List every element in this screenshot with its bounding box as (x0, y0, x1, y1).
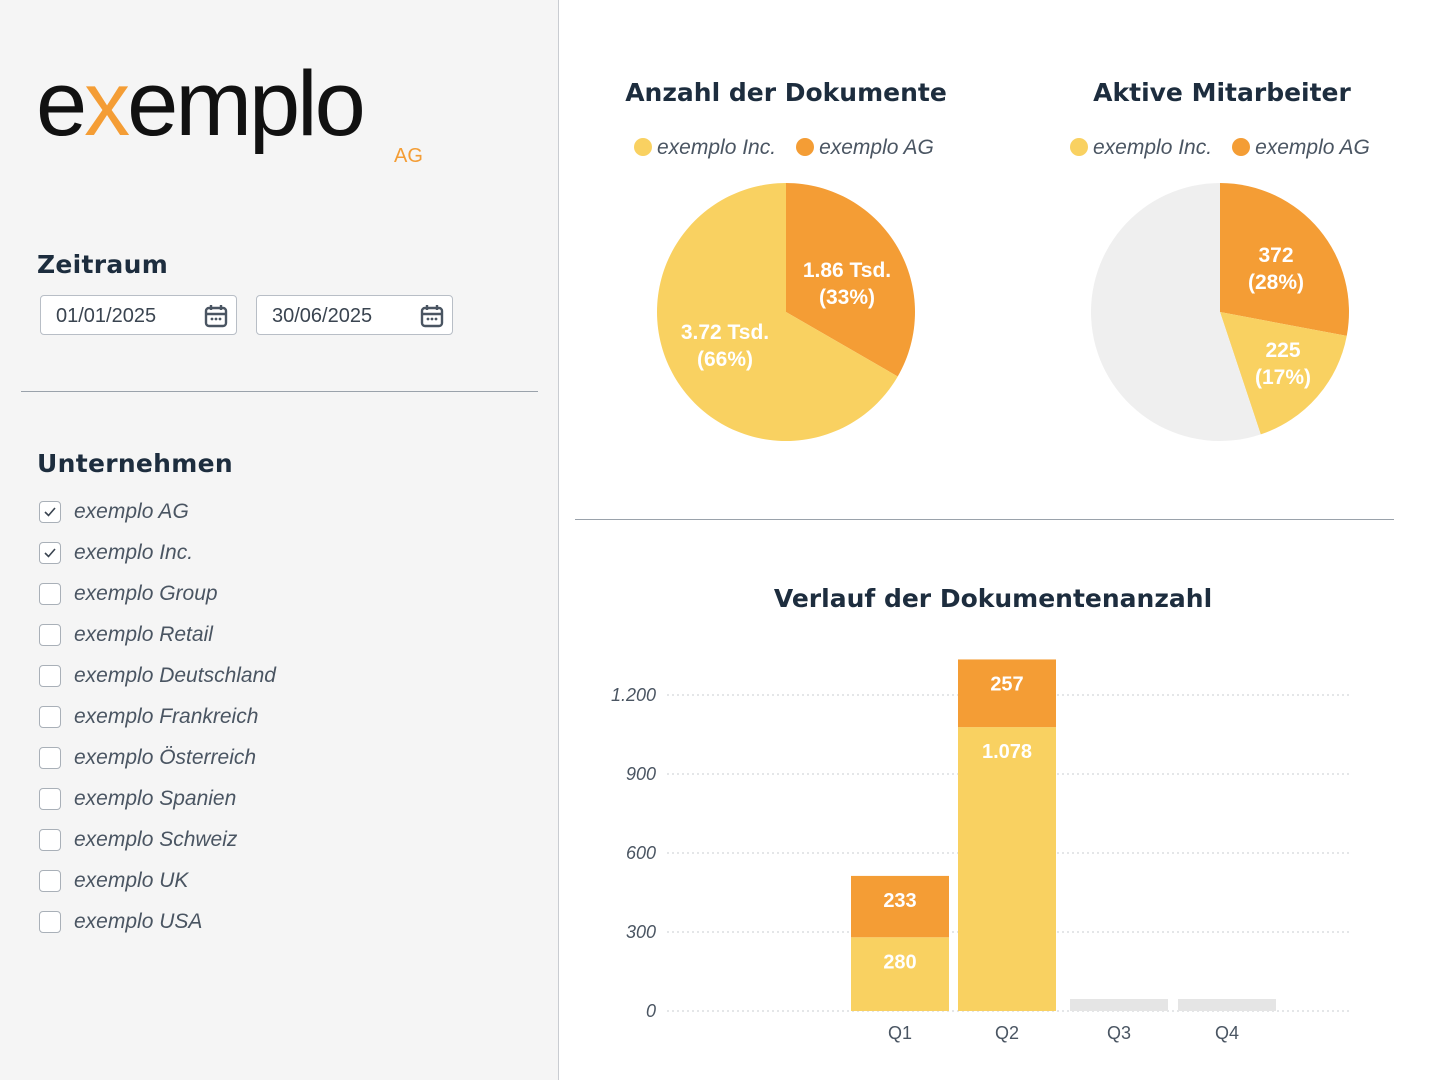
x-tick-label: Q4 (1215, 1023, 1239, 1043)
checkmark-icon (44, 507, 56, 517)
calendar-icon[interactable] (204, 304, 228, 328)
checkmark-icon (44, 548, 56, 558)
company-checkbox[interactable]: exemplo USA (39, 910, 202, 934)
pie-slice[interactable] (786, 183, 915, 377)
pie-slice[interactable] (1220, 312, 1347, 435)
bar-title: Verlauf der Dokumentenanzahl (773, 584, 1213, 613)
divider (21, 391, 538, 392)
company-checkbox[interactable]: exemplo Frankreich (39, 705, 258, 729)
pie-data-label: 1.86 Tsd. (803, 259, 891, 282)
company-label: exemplo USA (74, 910, 203, 933)
divider (575, 519, 1394, 520)
company-checkbox[interactable]: exemplo Inc. (39, 541, 193, 565)
exemplo-logo: exemplo AG (36, 52, 436, 177)
checkbox[interactable] (39, 829, 61, 851)
company-checkbox[interactable]: exemplo Retail (39, 623, 213, 647)
date-to-input[interactable]: 30/06/2025 (256, 295, 453, 335)
sidebar: exemplo AG Zeitraum 01/01/2025 30/06/202… (0, 0, 559, 1080)
pie2-legend: exemplo Inc. exemplo AG (1070, 136, 1370, 160)
company-checkbox[interactable]: exemplo AG (39, 500, 189, 524)
y-tick-label: 600 (626, 843, 656, 863)
company-label: exemplo Österreich (74, 746, 257, 769)
bar-empty (1070, 999, 1168, 1011)
company-checkbox[interactable]: exemplo Group (39, 582, 218, 606)
checkbox[interactable] (39, 665, 61, 687)
period-heading: Zeitraum (37, 250, 169, 279)
y-tick-label: 900 (626, 764, 656, 784)
company-checkbox[interactable]: exemplo Spanien (39, 787, 236, 811)
checkbox[interactable] (39, 788, 61, 810)
checkbox[interactable] (39, 911, 61, 933)
pie-data-label: 225 (1265, 339, 1300, 362)
bar-data-label: 257 (990, 673, 1023, 695)
company-label: exemplo Frankreich (74, 705, 259, 728)
checkbox[interactable] (39, 501, 61, 523)
company-label: exemplo Spanien (74, 787, 237, 810)
company-label: exemplo Deutschland (74, 664, 276, 687)
bar-segment[interactable] (958, 727, 1056, 1011)
company-label: exemplo Retail (74, 623, 213, 646)
pie-data-pct: (28%) (1248, 271, 1304, 294)
y-tick-label: 0 (646, 1001, 656, 1021)
bar-data-label: 1.078 (982, 741, 1032, 763)
bar-data-label: 233 (883, 890, 916, 912)
date-from-value: 01/01/2025 (56, 305, 157, 327)
company-label: exemplo Inc. (74, 541, 194, 564)
pie-slice[interactable] (1091, 182, 1261, 441)
bar-segment[interactable] (958, 659, 1056, 728)
pie-data-pct: (33%) (819, 286, 875, 309)
pie-data-label: 3.72 Tsd. (681, 321, 769, 344)
checkbox[interactable] (39, 706, 61, 728)
checkbox[interactable] (39, 747, 61, 769)
company-checkbox[interactable]: exemplo Schweiz (39, 828, 237, 852)
date-to-value: 30/06/2025 (272, 305, 373, 327)
y-tick-label: 300 (626, 922, 656, 942)
y-tick-label: 1.200 (611, 685, 656, 705)
checkbox[interactable] (39, 870, 61, 892)
checkbox[interactable] (39, 542, 61, 564)
company-label: exemplo Schweiz (74, 828, 238, 851)
svg-text:exemplo: exemplo (36, 53, 363, 155)
company-label: exemplo Group (74, 582, 218, 605)
svg-text:AG: AG (394, 145, 423, 167)
pie-data-pct: (66%) (697, 348, 753, 371)
companies-heading: Unternehmen (37, 449, 233, 478)
x-tick-label: Q3 (1107, 1023, 1131, 1043)
bar-empty (1178, 999, 1276, 1011)
company-label: exemplo UK (74, 869, 189, 892)
legend-item-ag[interactable]: exemplo AG (796, 136, 934, 160)
legend-item-ag[interactable]: exemplo AG (1232, 136, 1370, 160)
bar-data-label: 280 (883, 951, 916, 973)
legend-item-inc[interactable]: exemplo Inc. (1070, 136, 1212, 160)
pie-slice[interactable] (656, 183, 898, 441)
pie1-title: Anzahl der Dokumente (625, 78, 947, 107)
pie-charts: 1.86 Tsd. (33%) 3.72 Tsd. (66%) 372 (28%) 225 (… (656, 182, 1349, 441)
bar-segment[interactable] (851, 937, 949, 1011)
calendar-icon[interactable] (420, 304, 444, 328)
pie-data-label: 372 (1258, 244, 1293, 267)
pie1-legend: exemplo Inc. exemplo AG (634, 136, 934, 160)
checkbox[interactable] (39, 624, 61, 646)
pie2-title: Aktive Mitarbeiter (1093, 78, 1351, 107)
pie-data-pct: (17%) (1255, 366, 1311, 389)
x-tick-label: Q2 (995, 1023, 1019, 1043)
company-checkbox[interactable]: exemplo Deutschland (39, 664, 276, 688)
checkbox[interactable] (39, 583, 61, 605)
legend-item-inc[interactable]: exemplo Inc. (634, 136, 776, 160)
x-tick-label: Q1 (888, 1023, 912, 1043)
bar-segment[interactable] (851, 875, 949, 938)
company-checkbox[interactable]: exemplo Österreich (39, 746, 256, 770)
company-checkbox[interactable]: exemplo UK (39, 869, 188, 893)
date-from-input[interactable]: 01/01/2025 (40, 295, 237, 335)
pie-slice[interactable] (1220, 183, 1349, 336)
company-label: exemplo AG (74, 500, 189, 523)
